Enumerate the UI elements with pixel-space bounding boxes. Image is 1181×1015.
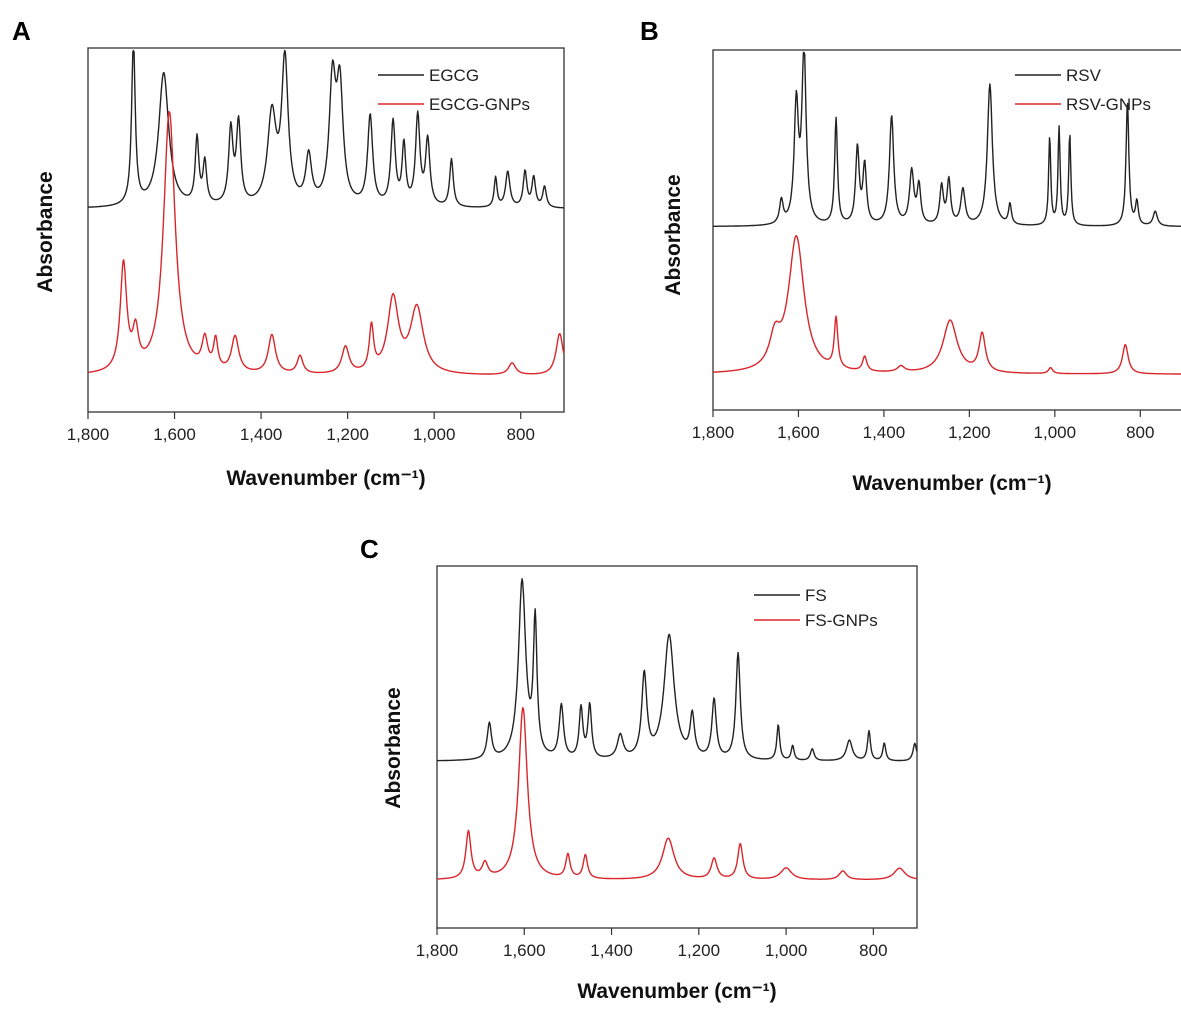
series-line-egcg	[87, 49, 564, 209]
panel-letter-c: C	[360, 534, 379, 564]
legend-c: FS FS-GNPs	[754, 586, 878, 630]
legend-label-rsv: RSV	[1066, 66, 1102, 85]
x-tick-label-a: 1,200	[326, 425, 369, 444]
x-ticks-a: 1,800 1,600 1,400 1,200 1,000 800	[67, 412, 535, 444]
y-axis-title-c: Absorbance	[382, 687, 405, 808]
legend-label-egcg: EGCG	[429, 66, 479, 85]
plot-frame-c	[436, 565, 918, 929]
series-line-rsv-gnps	[712, 235, 1181, 375]
series-group-b	[712, 51, 1181, 375]
x-tick-label-a: 1,400	[240, 425, 283, 444]
series-line-fs	[437, 578, 918, 762]
series-line-egcg-gnps	[87, 110, 565, 375]
x-axis-title-c: Wavenumber (cm⁻¹)	[577, 980, 776, 1003]
plot-frame-b	[712, 49, 1181, 411]
x-tick-label-b: 1,800	[692, 423, 735, 442]
x-ticks-b: 1,800 1,600 1,400 1,200 1,000 800	[692, 410, 1154, 442]
x-tick-label-a: 1,000	[413, 425, 456, 444]
series-line-rsv	[712, 51, 1181, 227]
chart-c-svg: C 1,800 1,600 1,400 1,200 1,000 800 FS FS-GNP…	[360, 534, 918, 1003]
chart-b-svg: B 1,800 1,600 1,400 1,200 1,000 800 RSV RSV-G…	[640, 16, 1181, 495]
x-tick-label-a: 1,600	[153, 425, 196, 444]
x-tick-label-b: 1,200	[948, 423, 991, 442]
legend-a: EGCG EGCG-GNPs	[378, 66, 530, 114]
chart-a-svg: A 1,800 1,600 1,400 1,200 1,000 800 EGCG EGCG…	[12, 16, 565, 490]
legend-label-egcg-gnps: EGCG-GNPs	[429, 95, 530, 114]
panel-letter-a: A	[12, 16, 31, 46]
x-tick-label-b: 1,400	[863, 423, 906, 442]
plot-area-a: 1,800 1,600 1,400 1,200 1,000 800 EGCG EGCG-G…	[67, 47, 565, 444]
x-tick-label-c: 1,800	[416, 941, 459, 960]
series-line-fs-gnps	[437, 707, 917, 880]
legend-b: RSV RSV-GNPs	[1015, 66, 1151, 114]
plot-area-c: 1,800 1,600 1,400 1,200 1,000 800 FS FS-GNPs	[416, 565, 918, 960]
series-group-a	[87, 49, 565, 375]
panel-a: A 1,800 1,600 1,400 1,200 1,000 800 EGCG EGCG…	[0, 0, 580, 505]
x-tick-label-c: 1,600	[503, 941, 546, 960]
x-tick-label-c: 800	[859, 941, 887, 960]
panel-letter-b: B	[640, 16, 659, 46]
x-tick-label-b: 1,000	[1034, 423, 1077, 442]
legend-label-fs: FS	[805, 586, 827, 605]
x-tick-label-c: 1,200	[678, 941, 721, 960]
panel-c: C 1,800 1,600 1,400 1,200 1,000 800 FS FS-GNP…	[350, 520, 930, 1015]
x-tick-label-b: 800	[1126, 423, 1154, 442]
y-axis-title-b: Absorbance	[662, 174, 685, 295]
legend-label-rsv-gnps: RSV-GNPs	[1066, 95, 1151, 114]
x-tick-label-a: 1,800	[67, 425, 110, 444]
x-tick-label-b: 1,600	[777, 423, 820, 442]
y-axis-title-a: Absorbance	[34, 171, 57, 292]
legend-label-fs-gnps: FS-GNPs	[805, 611, 878, 630]
series-group-c	[437, 578, 918, 880]
plot-area-b: 1,800 1,600 1,400 1,200 1,000 800 RSV RSV-GNP…	[692, 49, 1181, 442]
plot-frame-a	[87, 47, 565, 413]
panel-b: B 1,800 1,600 1,400 1,200 1,000 800 RSV RSV-G…	[630, 0, 1181, 505]
x-ticks-c: 1,800 1,600 1,400 1,200 1,000 800	[416, 928, 888, 960]
x-axis-title-b: Wavenumber (cm⁻¹)	[852, 472, 1051, 495]
x-tick-label-c: 1,400	[590, 941, 633, 960]
x-tick-label-c: 1,000	[765, 941, 808, 960]
x-tick-label-a: 800	[507, 425, 535, 444]
x-axis-title-a: Wavenumber (cm⁻¹)	[226, 467, 425, 490]
